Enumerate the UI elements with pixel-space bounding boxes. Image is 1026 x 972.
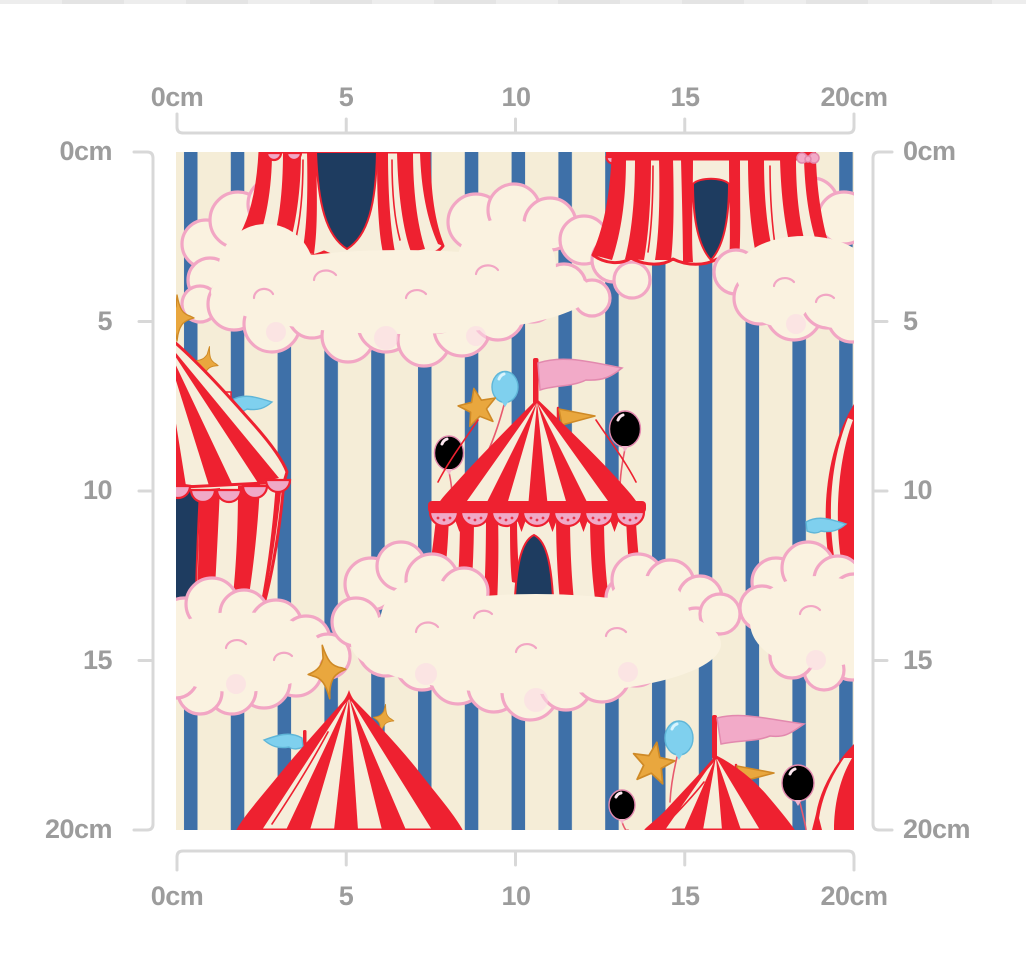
ruler-label: 15 — [82, 645, 113, 675]
cloud-center — [330, 540, 742, 722]
ruler-label: 5 — [97, 306, 112, 336]
ruler-label: 5 — [903, 306, 918, 336]
tent-bottom-right — [644, 714, 807, 830]
cloud-top-right-front — [712, 236, 854, 344]
tent-left-edge — [176, 294, 292, 614]
cloud-left — [176, 576, 352, 716]
bottom-right-decorations — [608, 720, 815, 830]
ruler-right-line — [871, 150, 894, 832]
ruler-label: 0cm — [150, 82, 204, 112]
tent-pole — [712, 715, 717, 759]
ruler-bottom-line — [175, 849, 856, 872]
ruler-label: 20cm — [820, 881, 888, 911]
pink-flag-icon — [537, 358, 624, 392]
ruler-top-line — [175, 112, 856, 135]
blue-flag-icon — [262, 733, 304, 750]
top-edge-strip — [0, 0, 1026, 4]
ruler-label: 10 — [903, 475, 933, 505]
balloon-pink-icon — [781, 764, 815, 830]
ruler-label: 0cm — [150, 881, 204, 911]
pattern-swatch — [176, 152, 854, 830]
balloon-blue-icon — [488, 370, 519, 450]
blue-flag-icon — [805, 517, 848, 534]
ruler-label: 15 — [903, 645, 933, 675]
ruler-label: 5 — [338, 82, 354, 112]
center-tent-decorations — [433, 370, 642, 512]
ruler-label: 10 — [501, 82, 531, 112]
ruler-label: 10 — [501, 881, 531, 911]
ruler-label: 15 — [670, 82, 700, 112]
tent-top-right — [591, 152, 833, 266]
tent-bottom-right-corner-drape — [812, 744, 854, 830]
orange-pennant-icon — [558, 408, 596, 426]
bow-icon — [796, 152, 820, 164]
valance-scallops — [428, 510, 646, 528]
tent-opening — [314, 152, 379, 251]
cloud-top-left-front — [180, 218, 612, 368]
ruler-label: 15 — [670, 881, 700, 911]
ruler-label: 20cm — [44, 814, 113, 844]
ruler-label: 0cm — [903, 136, 956, 166]
ruler-label: 20cm — [903, 814, 971, 844]
pink-flag-icon — [716, 714, 807, 745]
balloon-pink-icon — [608, 789, 636, 830]
balloon-blue-icon — [664, 720, 694, 803]
ruler-label: 20cm — [820, 82, 888, 112]
ruler-label: 0cm — [59, 136, 112, 166]
ruler-label: 10 — [82, 475, 113, 505]
tent-pole — [533, 358, 539, 404]
tent-opening — [691, 177, 731, 262]
cloud-right — [738, 540, 854, 692]
ruler-label: 5 — [338, 881, 354, 911]
tent-bottom-left — [236, 690, 463, 830]
ruler-left-line — [132, 150, 155, 832]
